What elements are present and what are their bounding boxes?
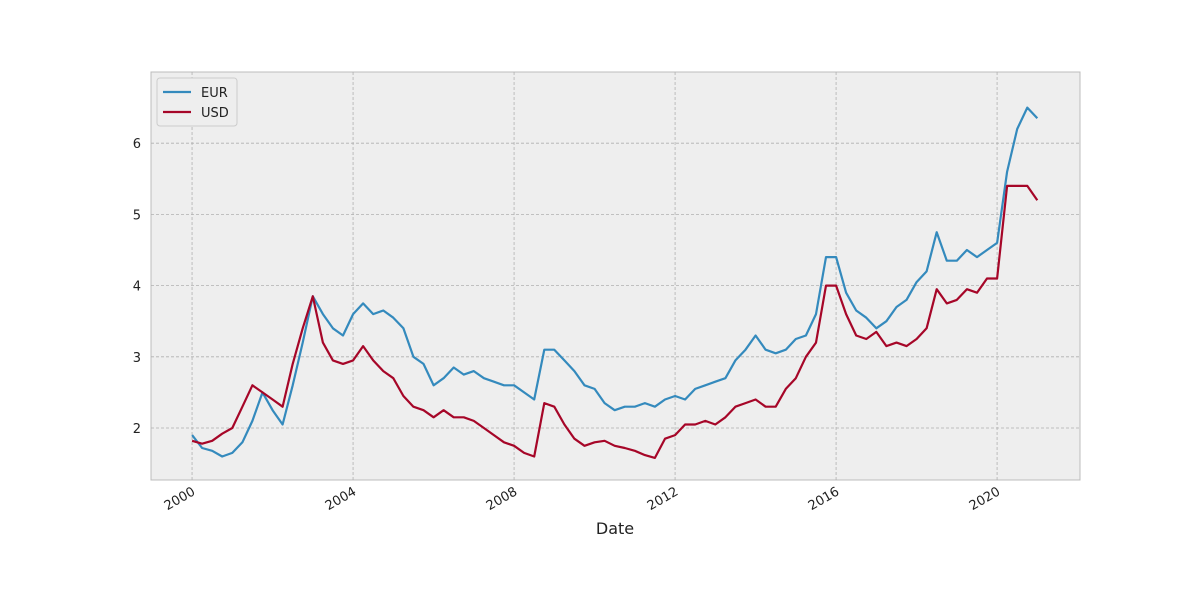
legend-box — [156, 77, 238, 127]
plot-area — [150, 71, 1081, 481]
y-tick-label: 3 — [133, 351, 141, 366]
lines — [191, 106, 1039, 459]
y-tick-label: 2 — [133, 422, 141, 437]
x-tick-label: 2020 — [967, 484, 1003, 514]
x-tick-label: 2016 — [806, 484, 842, 514]
x-tick-label: 2008 — [484, 484, 520, 514]
x-tick-label: 2012 — [645, 484, 681, 514]
y-tick-label: 5 — [133, 208, 141, 223]
x-axis-label: Date — [596, 519, 634, 538]
x-tick-label: 2000 — [162, 484, 198, 514]
y-tick-label: 4 — [133, 280, 141, 295]
series-line — [191, 106, 1039, 458]
legend-label: EUR — [201, 86, 228, 101]
grid — [151, 72, 1080, 480]
series-line — [191, 184, 1039, 459]
x-tick-label: 2004 — [323, 484, 359, 514]
legend: EUR USD — [156, 77, 238, 127]
y-tick-label: 6 — [133, 137, 141, 152]
legend-label: USD — [201, 106, 229, 121]
